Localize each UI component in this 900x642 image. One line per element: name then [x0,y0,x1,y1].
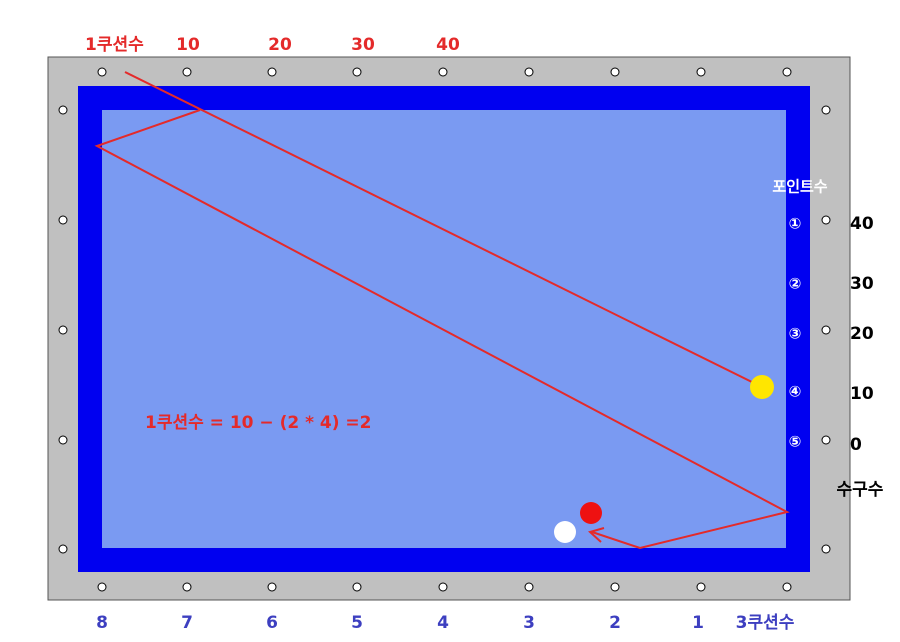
diamond [821,435,831,445]
right-value: 40 [850,214,874,234]
diamond [610,67,620,77]
diamond [352,582,362,592]
diamond [267,67,277,77]
right-value: 0 [850,435,862,455]
diamond [821,105,831,115]
red-ball [580,502,602,524]
bottom-label: 6 [266,613,278,633]
right-value: 30 [850,274,874,294]
diamond [782,582,792,592]
right-title: 포인트수 [772,178,827,196]
top-label: 30 [351,35,375,55]
yellow-ball [750,375,774,399]
bottom-label: 4 [437,613,449,633]
diamond [58,325,68,335]
diamonds [58,67,831,592]
diamond [696,582,706,592]
diamond [352,67,362,77]
bottom-label: 2 [609,613,621,633]
diamond [821,325,831,335]
diamond [696,67,706,77]
bottom-label: 1 [692,613,704,633]
point-mark: ② [789,275,802,293]
top-label: 10 [176,35,200,55]
path-line [124,71,763,388]
point-mark: ③ [789,325,802,343]
bottom-label: 3 [523,613,535,633]
diamond [524,582,534,592]
point-mark: ⑤ [789,433,802,451]
labels: 10 20 30 40 ① ② ③ ④ ⑤ 40 30 20 10 0 8 7 6 5 4 3 2 1 [96,35,874,633]
bottom-title: 3쿠션수 [736,613,795,633]
diamond [438,582,448,592]
diamond [58,105,68,115]
diamond [821,544,831,554]
diamond [524,67,534,77]
diamond [821,215,831,225]
bottom-label: 7 [181,613,193,633]
diamond [182,67,192,77]
right-value: 10 [850,384,874,404]
diamond [58,215,68,225]
diamond [97,582,107,592]
diamond [58,544,68,554]
diamond [182,582,192,592]
right-footer: 수구수 [837,480,884,500]
bottom-label: 5 [351,613,363,633]
path-line [94,109,790,550]
point-mark: ① [789,215,802,233]
diamond [782,67,792,77]
white-ball [554,521,576,543]
diamond [267,582,277,592]
arrow-head [587,527,605,543]
top-label: 40 [436,35,460,55]
diamond [97,67,107,77]
diamond [438,67,448,77]
point-mark: ④ [789,383,802,401]
diamond [58,435,68,445]
ball-path [94,71,790,550]
top-title: 1쿠션수 [85,35,144,55]
diamond [610,582,620,592]
top-label: 20 [268,35,292,55]
right-value: 20 [850,324,874,344]
formula: 1쿠션수 = 10 − (2 * 4) =2 [145,413,371,433]
bottom-label: 8 [96,613,108,633]
